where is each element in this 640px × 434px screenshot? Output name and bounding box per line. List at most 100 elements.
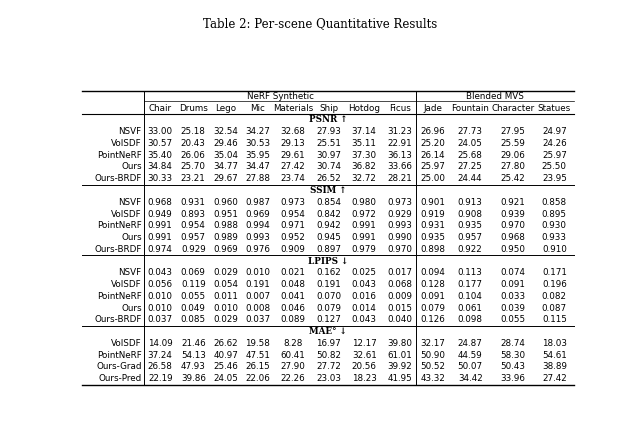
- Text: NSVF: NSVF: [118, 198, 141, 207]
- Text: VolSDF: VolSDF: [111, 280, 141, 289]
- Text: 25.68: 25.68: [458, 151, 483, 160]
- Text: 24.05: 24.05: [213, 374, 238, 383]
- Text: 0.177: 0.177: [458, 280, 483, 289]
- Text: 0.119: 0.119: [181, 280, 205, 289]
- Text: 24.87: 24.87: [458, 339, 483, 348]
- Text: 0.115: 0.115: [542, 316, 567, 324]
- Text: 26.14: 26.14: [420, 151, 445, 160]
- Text: Drums: Drums: [179, 104, 208, 113]
- Text: Character: Character: [492, 104, 534, 113]
- Text: 0.008: 0.008: [245, 304, 270, 312]
- Text: 30.97: 30.97: [316, 151, 341, 160]
- Text: 33.96: 33.96: [500, 374, 525, 383]
- Text: 30.53: 30.53: [245, 139, 270, 148]
- Text: PointNeRF: PointNeRF: [97, 292, 141, 301]
- Text: 27.88: 27.88: [245, 174, 270, 183]
- Text: 0.074: 0.074: [500, 268, 525, 277]
- Text: 0.191: 0.191: [316, 280, 341, 289]
- Text: 43.32: 43.32: [420, 374, 445, 383]
- Text: VolSDF: VolSDF: [111, 210, 141, 219]
- Text: 0.909: 0.909: [280, 245, 305, 254]
- Text: 20.56: 20.56: [352, 362, 377, 372]
- Text: 32.61: 32.61: [352, 351, 376, 360]
- Text: 37.14: 37.14: [352, 127, 377, 136]
- Text: 0.089: 0.089: [280, 316, 305, 324]
- Text: 0.094: 0.094: [420, 268, 445, 277]
- Text: 23.03: 23.03: [316, 374, 341, 383]
- Text: 0.043: 0.043: [352, 280, 377, 289]
- Text: 0.011: 0.011: [213, 292, 238, 301]
- Text: 0.069: 0.069: [181, 268, 205, 277]
- Text: 0.061: 0.061: [458, 304, 483, 312]
- Text: 0.987: 0.987: [245, 198, 270, 207]
- Text: 0.980: 0.980: [352, 198, 377, 207]
- Text: 0.049: 0.049: [181, 304, 205, 312]
- Text: 0.991: 0.991: [148, 233, 173, 242]
- Text: 27.80: 27.80: [500, 162, 525, 171]
- Text: 20.43: 20.43: [181, 139, 205, 148]
- Text: 0.991: 0.991: [352, 221, 376, 230]
- Text: 36.13: 36.13: [387, 151, 412, 160]
- Text: Ours-Grad: Ours-Grad: [96, 362, 141, 372]
- Text: 0.908: 0.908: [458, 210, 483, 219]
- Text: 22.91: 22.91: [388, 139, 412, 148]
- Text: 50.90: 50.90: [420, 351, 445, 360]
- Text: 0.196: 0.196: [542, 280, 567, 289]
- Text: 0.971: 0.971: [280, 221, 305, 230]
- Text: 50.82: 50.82: [316, 351, 341, 360]
- Text: 0.091: 0.091: [500, 280, 525, 289]
- Text: 24.44: 24.44: [458, 174, 483, 183]
- Text: NeRF Synthetic: NeRF Synthetic: [246, 92, 314, 101]
- Text: 0.039: 0.039: [500, 304, 525, 312]
- Text: 29.06: 29.06: [500, 151, 525, 160]
- Text: 0.991: 0.991: [148, 221, 173, 230]
- Text: 0.969: 0.969: [245, 210, 270, 219]
- Text: 27.90: 27.90: [280, 362, 305, 372]
- Text: 27.72: 27.72: [316, 362, 341, 372]
- Text: 40.97: 40.97: [213, 351, 238, 360]
- Text: 0.897: 0.897: [316, 245, 341, 254]
- Text: MAE° ↓: MAE° ↓: [309, 327, 347, 336]
- Text: NSVF: NSVF: [118, 127, 141, 136]
- Text: 22.06: 22.06: [245, 374, 270, 383]
- Text: 0.935: 0.935: [458, 221, 483, 230]
- Text: Fountain: Fountain: [451, 104, 489, 113]
- Text: 0.055: 0.055: [500, 316, 525, 324]
- Text: 0.929: 0.929: [181, 245, 205, 254]
- Text: 0.991: 0.991: [352, 233, 376, 242]
- Text: Ours-BRDF: Ours-BRDF: [94, 245, 141, 254]
- Text: 32.68: 32.68: [280, 127, 305, 136]
- Text: 0.922: 0.922: [458, 245, 483, 254]
- Text: 0.913: 0.913: [458, 198, 483, 207]
- Text: 29.67: 29.67: [213, 174, 238, 183]
- Text: 18.03: 18.03: [542, 339, 567, 348]
- Text: 34.42: 34.42: [458, 374, 483, 383]
- Text: 32.54: 32.54: [213, 127, 238, 136]
- Text: 33.66: 33.66: [387, 162, 412, 171]
- Text: 50.43: 50.43: [500, 362, 525, 372]
- Text: 44.59: 44.59: [458, 351, 483, 360]
- Text: 26.06: 26.06: [181, 151, 205, 160]
- Text: 25.59: 25.59: [500, 139, 525, 148]
- Text: 26.15: 26.15: [245, 362, 270, 372]
- Text: Jade: Jade: [424, 104, 442, 113]
- Text: 0.945: 0.945: [316, 233, 341, 242]
- Text: Ours: Ours: [121, 304, 141, 312]
- Text: 0.009: 0.009: [387, 292, 412, 301]
- Text: 0.025: 0.025: [352, 268, 377, 277]
- Text: 54.13: 54.13: [181, 351, 205, 360]
- Text: Ours: Ours: [121, 233, 141, 242]
- Text: 0.033: 0.033: [500, 292, 525, 301]
- Text: PSNR ↑: PSNR ↑: [308, 115, 348, 125]
- Text: LPIPS ↓: LPIPS ↓: [308, 256, 348, 266]
- Text: 35.11: 35.11: [352, 139, 377, 148]
- Text: 35.40: 35.40: [148, 151, 173, 160]
- Text: 0.968: 0.968: [148, 198, 173, 207]
- Text: 54.61: 54.61: [542, 351, 567, 360]
- Text: 8.28: 8.28: [283, 339, 303, 348]
- Text: 0.990: 0.990: [387, 233, 412, 242]
- Text: 26.96: 26.96: [420, 127, 445, 136]
- Text: 0.046: 0.046: [280, 304, 305, 312]
- Text: 0.950: 0.950: [500, 245, 525, 254]
- Text: 19.58: 19.58: [245, 339, 270, 348]
